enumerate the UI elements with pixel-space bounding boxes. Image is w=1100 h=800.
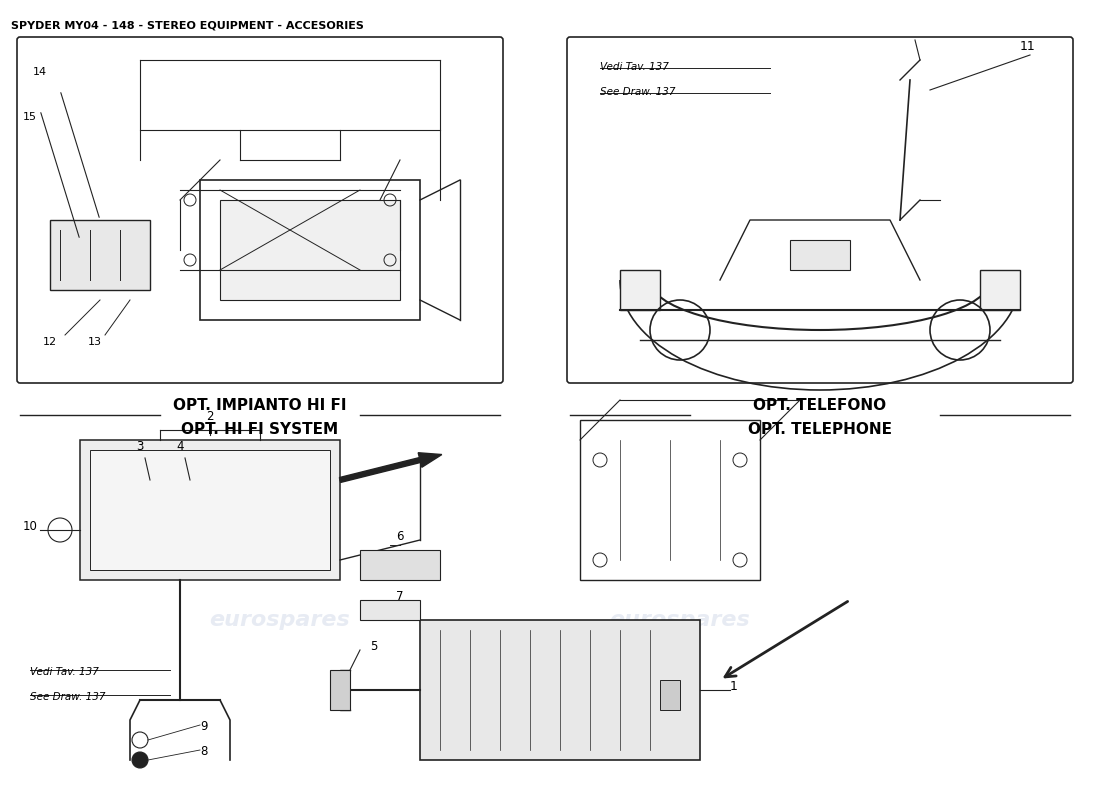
Text: OPT. IMPIANTO HI FI: OPT. IMPIANTO HI FI [174, 398, 346, 413]
Text: Vedi Tav. 137: Vedi Tav. 137 [30, 667, 99, 677]
Text: 9: 9 [200, 720, 208, 733]
Text: See Draw. 137: See Draw. 137 [600, 87, 675, 97]
Bar [420, 620, 700, 760]
Bar [620, 270, 660, 310]
Bar [330, 670, 350, 710]
Text: Vedi Tav. 137: Vedi Tav. 137 [600, 62, 669, 72]
Text: See Draw. 137: See Draw. 137 [30, 692, 106, 702]
Text: 15: 15 [23, 112, 37, 122]
Text: SPYDER MY04 - 148 - STEREO EQUIPMENT - ACCESORIES: SPYDER MY04 - 148 - STEREO EQUIPMENT - A… [11, 20, 364, 30]
Bar [80, 440, 340, 580]
FancyBboxPatch shape [566, 37, 1072, 383]
Bar [660, 680, 680, 710]
Text: 14: 14 [33, 67, 47, 77]
Bar [980, 270, 1020, 310]
Text: 10: 10 [23, 520, 37, 533]
Bar [790, 240, 850, 270]
Text: 2: 2 [207, 410, 213, 423]
Text: 12: 12 [43, 337, 57, 347]
Text: 7: 7 [396, 590, 404, 603]
FancyArrow shape [340, 453, 442, 482]
Text: eurospares: eurospares [609, 610, 750, 630]
Bar [580, 420, 760, 580]
Text: 1: 1 [730, 680, 738, 693]
Bar [90, 450, 330, 570]
Text: 13: 13 [88, 337, 102, 347]
Bar [360, 600, 420, 620]
Bar [50, 220, 150, 290]
Text: 4: 4 [176, 440, 184, 453]
Bar [220, 200, 400, 300]
Bar [360, 550, 440, 580]
Text: 6: 6 [396, 530, 404, 543]
Text: 8: 8 [200, 745, 208, 758]
Text: eurospares: eurospares [189, 200, 330, 220]
Text: eurospares: eurospares [210, 610, 351, 630]
Text: 5: 5 [370, 640, 377, 653]
Text: 11: 11 [1020, 40, 1036, 53]
Text: OPT. HI FI SYSTEM: OPT. HI FI SYSTEM [182, 422, 339, 438]
FancyBboxPatch shape [16, 37, 503, 383]
Text: OPT. TELEPHONE: OPT. TELEPHONE [748, 422, 892, 438]
Text: OPT. TELEFONO: OPT. TELEFONO [754, 398, 887, 413]
Circle shape [132, 752, 148, 768]
Text: eurospares: eurospares [749, 200, 890, 220]
Bar [200, 180, 420, 320]
Text: 3: 3 [136, 440, 144, 453]
